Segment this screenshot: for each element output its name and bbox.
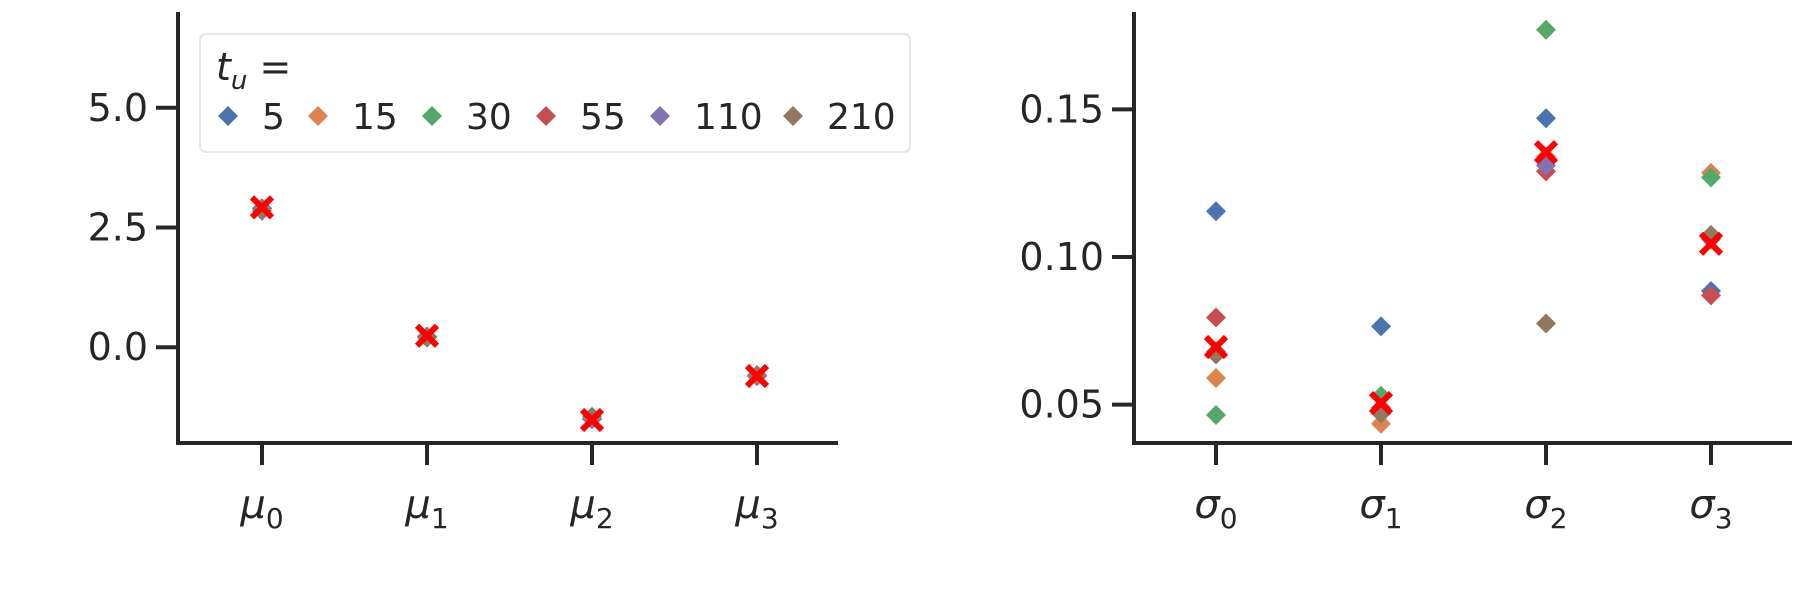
mu-mean-marker: [249, 195, 275, 220]
sigma-point-55: [1701, 285, 1721, 306]
sigma-point-15: [1206, 368, 1226, 389]
category-symbol: σ: [1689, 482, 1716, 528]
mu-xtick-label: μ1: [404, 482, 448, 535]
category-symbol: σ: [1359, 482, 1386, 528]
legend-label: 15: [352, 97, 398, 138]
legend-marker: [536, 106, 556, 126]
legend-item-110: 110: [650, 97, 763, 138]
category-symbol: μ: [734, 482, 760, 528]
legend-label: 5: [262, 97, 285, 138]
category-subscript: 3: [1715, 502, 1733, 535]
mu-ytick-label: 0.0: [88, 325, 148, 369]
mu-xtick-label: μ0: [239, 482, 283, 535]
sigma-point-5: [1371, 316, 1391, 337]
legend-title: tu =: [216, 45, 291, 96]
sigma-mean-marker: [1368, 391, 1394, 416]
sigma-xtick-label: σ2: [1524, 482, 1567, 535]
legend-label: 110: [694, 97, 763, 138]
legend-marker: [218, 106, 238, 126]
sigma-xtick-label: σ3: [1689, 482, 1732, 535]
legend-label: 30: [466, 97, 512, 138]
category-subscript: 2: [596, 502, 614, 535]
category-symbol: μ: [239, 482, 265, 528]
sigma-xtick-label: σ1: [1359, 482, 1402, 535]
mu-mean-marker: [744, 363, 770, 389]
mu-xtick-label: μ3: [734, 482, 778, 535]
mu-ytick-label: 2.5: [88, 206, 148, 250]
category-subscript: 0: [1220, 502, 1238, 535]
sigma-ytick-label: 0.10: [1019, 235, 1104, 279]
mu-panel: 0.02.55.0μ0 μ1 μ2 μ3: [88, 12, 838, 535]
legend-item-30: 30: [422, 97, 512, 138]
legend-marker: [650, 106, 670, 126]
sigma-point-55: [1206, 307, 1226, 328]
sigma-point-30: [1206, 404, 1226, 425]
category-symbol: σ: [1194, 482, 1221, 528]
mu-ytick-label: 5.0: [88, 86, 148, 130]
sigma-mean-marker: [1698, 231, 1724, 256]
sigma-mean-marker: [1533, 140, 1559, 165]
legend-label: 55: [580, 97, 626, 138]
legend-item-55: 55: [536, 97, 626, 138]
sigma-point-5: [1536, 108, 1556, 129]
legend-frame: [199, 33, 911, 153]
sigma-point-210: [1536, 313, 1556, 334]
sigma-ytick-label: 0.15: [1019, 87, 1104, 131]
category-symbol: σ: [1524, 482, 1551, 528]
sigma-point-5: [1206, 201, 1226, 222]
sigma-point-30: [1536, 19, 1556, 40]
legend-marker: [422, 106, 442, 126]
legend-item-15: 15: [308, 97, 398, 138]
legend-label: 210: [827, 97, 896, 138]
mu-mean-marker: [579, 407, 605, 433]
sigma-ytick-label: 0.05: [1019, 383, 1104, 427]
mu-mean-marker: [414, 323, 440, 348]
legend: tu =5 15 30 55 110 210: [199, 33, 911, 153]
category-subscript: 2: [1550, 502, 1568, 535]
mu-xtick-label: μ2: [569, 482, 613, 535]
sigma-point-30: [1701, 167, 1721, 188]
sigma-mean-marker: [1203, 334, 1229, 360]
sigma-point-15: [1371, 413, 1391, 434]
category-subscript: 3: [761, 502, 779, 535]
legend-item-5: 5: [218, 97, 285, 138]
category-subscript: 1: [431, 502, 449, 535]
sigma-xtick-label: σ0: [1194, 482, 1237, 535]
legend-marker: [308, 106, 328, 126]
category-symbol: μ: [569, 482, 595, 528]
legend-marker: [783, 106, 803, 126]
category-symbol: μ: [404, 482, 430, 528]
legend-item-210: 210: [783, 97, 896, 138]
category-subscript: 1: [1385, 502, 1403, 535]
category-subscript: 0: [266, 502, 284, 535]
